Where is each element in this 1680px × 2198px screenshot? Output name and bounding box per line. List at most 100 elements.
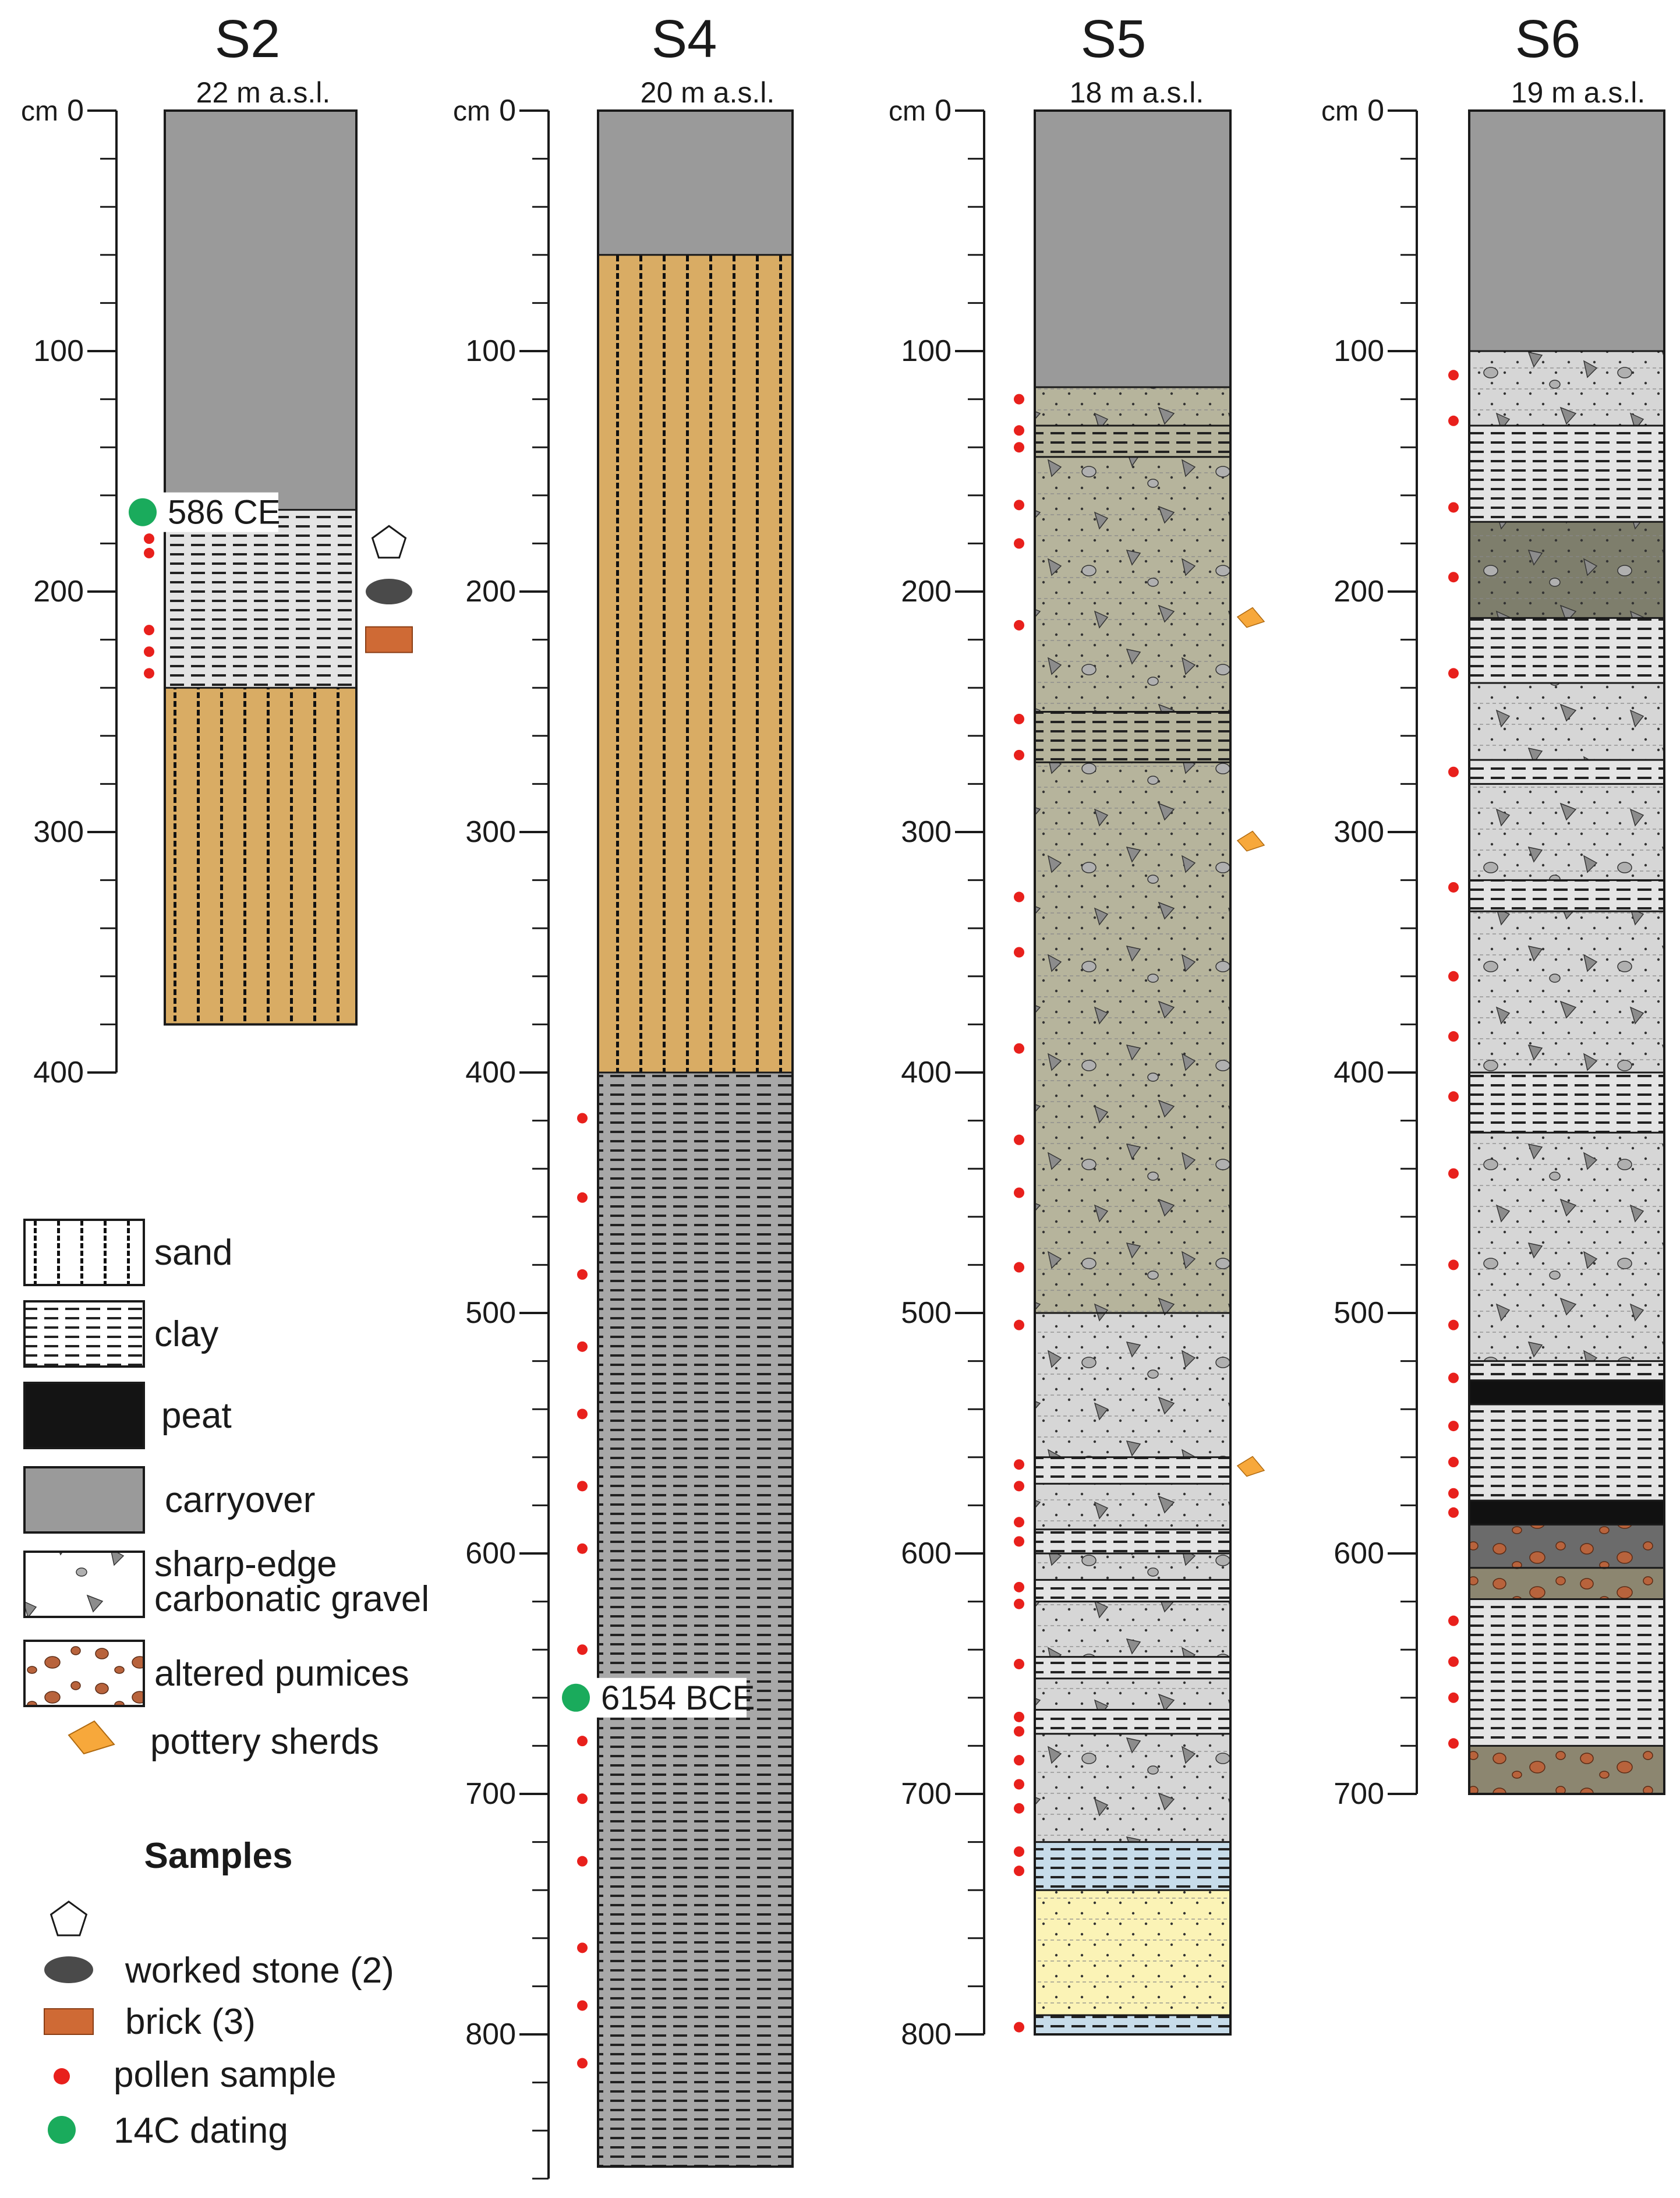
pollen-sample-marker (1014, 1517, 1024, 1528)
layer-gravel-pattern (1035, 762, 1230, 1313)
pottery-sherd-marker (1236, 830, 1265, 852)
layer-gravel-pattern (1035, 387, 1230, 426)
legend-brick-icon (44, 2008, 94, 2035)
pollen-sample-marker (1014, 947, 1024, 958)
layer-pattern (1035, 1457, 1230, 1484)
layer-gravel-pattern (1469, 351, 1664, 426)
axis-tick-label: 100 (33, 334, 84, 368)
pollen-sample-marker (577, 1736, 588, 1747)
legend-label: 14C dating (114, 2111, 288, 2151)
pollen-sample-marker (1448, 1259, 1459, 1270)
axis-tick-label: 200 (33, 575, 84, 608)
columns-layer: S2 22 m a.s.l. cm 0 100 200 300 400 586 CE S4 20 m… (21, 9, 1665, 2180)
layer-gravel-pattern (1035, 1601, 1230, 1657)
pollen-sample-marker (1448, 766, 1459, 777)
column-title: S5 (1081, 9, 1147, 69)
pollen-sample-marker (577, 1793, 588, 1804)
axis-tick-label: 300 (901, 815, 952, 849)
layer-pattern (1469, 760, 1664, 784)
pollen-sample-marker (1014, 1319, 1024, 1330)
column-outline (1468, 109, 1665, 1795)
layer-pattern (1035, 2015, 1230, 2034)
dating-label: 586 CE (168, 494, 280, 532)
pollen-sample-marker (1014, 1846, 1024, 1857)
pollen-sample-marker (577, 1856, 588, 1867)
legend-swatch-border (23, 1466, 145, 1534)
axis-tick-label: 0 (499, 94, 516, 128)
pollen-sample-marker (1014, 713, 1024, 724)
axis-tick-label: 300 (465, 815, 516, 849)
axis-tick-label: 500 (465, 1296, 516, 1330)
pollen-sample-marker (1448, 1421, 1459, 1432)
pollen-sample-marker (577, 1481, 588, 1492)
axis-tick-label: 600 (901, 1537, 952, 1570)
axis-tick-label: 700 (465, 1777, 516, 1811)
axis-tick-label: 800 (901, 2018, 952, 2051)
pollen-sample-marker (1014, 1043, 1024, 1054)
dating-label-bg (595, 1677, 747, 1718)
pollen-sample-marker (1448, 1319, 1459, 1330)
pollen-sample-marker (577, 1341, 588, 1352)
layer-gravel-pattern (1035, 1313, 1230, 1457)
column-title: S2 (215, 9, 281, 69)
legend-swatch-peat (24, 1383, 144, 1448)
pollen-sample-marker (1448, 971, 1459, 982)
column-outline (1034, 109, 1232, 2036)
pollen-sample-marker (1014, 1755, 1024, 1766)
axis-unit-label: cm (889, 96, 926, 127)
legend-dating-icon (48, 2116, 76, 2144)
pollen-sample-marker (1448, 572, 1459, 583)
pollen-sample-marker (144, 547, 154, 558)
pollen-sample-marker (1014, 620, 1024, 631)
column-outline (597, 109, 794, 2168)
pollen-sample-marker (1014, 1187, 1024, 1198)
legend-swatch-carryover (24, 1467, 144, 1532)
layer-gravel-pattern (1035, 1553, 1230, 1580)
pollen-sample-marker (1448, 1372, 1459, 1383)
axis-tick-label: 400 (1334, 1056, 1384, 1089)
legend-pentagon-icon (49, 1900, 88, 1937)
pollen-sample-marker (1448, 668, 1459, 679)
axis-tick-label: 800 (465, 2018, 516, 2051)
layer-pattern (1469, 618, 1664, 683)
pollen-sample-marker (1014, 1262, 1024, 1273)
layer-gravel-pattern (1469, 522, 1664, 618)
pollen-sample-marker (1014, 2022, 1024, 2033)
axis-tick-label: 600 (1334, 1537, 1384, 1570)
pollen-sample-marker (1014, 891, 1024, 902)
layer-peat (1469, 1500, 1664, 1525)
pollen-sample-marker (577, 1543, 588, 1554)
pollen-sample-marker (144, 625, 154, 636)
axis-tick-label: 200 (1334, 575, 1384, 608)
pollen-sample-marker (1014, 1134, 1024, 1145)
pollen-sample-marker (1014, 538, 1024, 549)
layer-pattern (1469, 1361, 1664, 1381)
axis-tick-label: 300 (33, 815, 84, 849)
layer-gravel-pattern (1035, 1733, 1230, 1842)
pollen-sample-marker (1448, 1168, 1459, 1179)
pollen-sample-marker (1014, 749, 1024, 760)
layer-gravel-pattern (1035, 456, 1230, 712)
layer-carryover (165, 111, 356, 510)
pollen-sample-marker (1014, 1481, 1024, 1492)
pollen-sample-marker (577, 1644, 588, 1655)
elevation-label: 22 m a.s.l. (196, 76, 331, 109)
pollen-sample-marker (577, 2058, 588, 2069)
layer-pattern (598, 254, 793, 1073)
column-s2: S2 22 m a.s.l. cm 0 100 200 300 400 586 CE (21, 9, 413, 1089)
pollen-sample-marker (1014, 425, 1024, 436)
layer-pattern (1469, 1567, 1664, 1599)
legend-swatch-pattern (24, 1552, 144, 1617)
axis-unit-label: cm (21, 96, 58, 127)
layer-pattern (1035, 1580, 1230, 1602)
pollen-sample-marker (144, 533, 154, 544)
pollen-sample-marker (1014, 1658, 1024, 1669)
pollen-sample-marker (1014, 1459, 1024, 1470)
axis-tick-label: 100 (1334, 334, 1384, 368)
column-s5: S5 18 m a.s.l. cm 0 100 200 300 400 500 600 700 800 (889, 9, 1265, 2051)
layer-carryover (1035, 111, 1230, 387)
column-s4: S4 20 m a.s.l. cm 0 100 200 300 400 500 600 700 800… (453, 9, 794, 2180)
legend-swatch-pattern (24, 1301, 144, 1367)
pollen-sample-marker (1014, 394, 1024, 405)
legend-label: carryover (165, 1480, 315, 1520)
